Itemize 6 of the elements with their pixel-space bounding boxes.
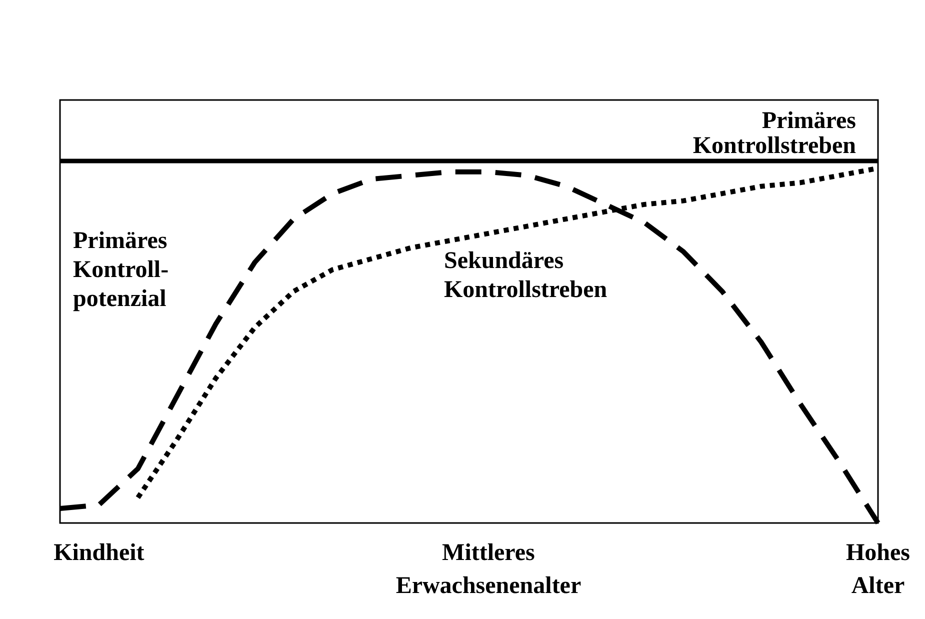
series-label: Primäres Kontroll-potenzial [73, 228, 169, 312]
series-label: Primäres Kontrollstreben [692, 108, 856, 159]
series-label: Sekundäres Kontrollstreben [444, 248, 608, 303]
x-tick-label: Hohes Alter [846, 540, 910, 599]
x-tick-label: Kindheit [54, 540, 144, 566]
x-tick-label: Mittleres Erwachsenenalter [396, 540, 582, 599]
